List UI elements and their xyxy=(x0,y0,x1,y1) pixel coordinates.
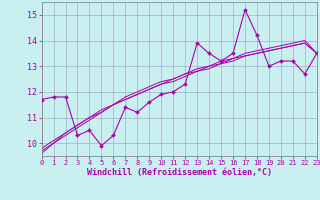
X-axis label: Windchill (Refroidissement éolien,°C): Windchill (Refroidissement éolien,°C) xyxy=(87,168,272,177)
